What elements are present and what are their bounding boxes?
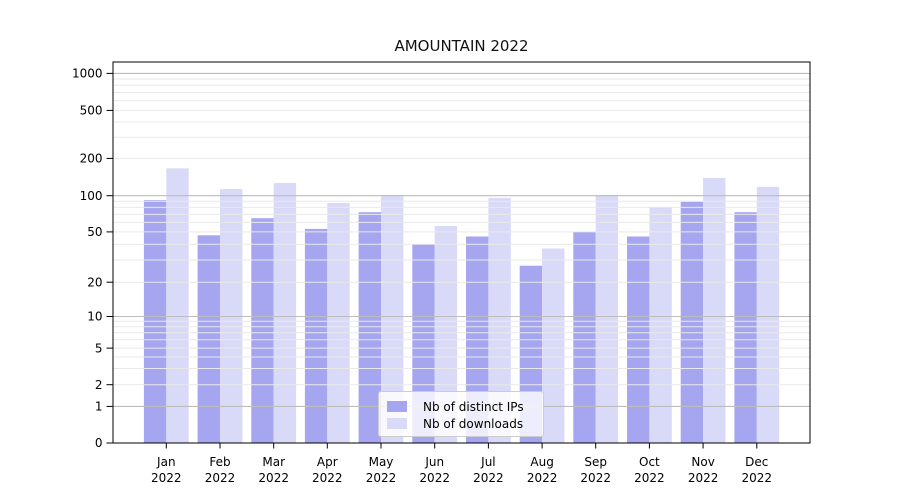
x-tick-label-year-may: 2022 — [366, 471, 397, 485]
x-tick-label-month-mar: Mar — [262, 455, 285, 469]
x-tick-label-year-aug: 2022 — [527, 471, 558, 485]
y-tick-label-1: 1 — [95, 400, 103, 414]
bar-downloads-aug — [542, 248, 565, 443]
x-tick-label-year-apr: 2022 — [312, 471, 343, 485]
bar-distinct-ips-mar — [251, 218, 274, 443]
x-tick-label-year-sep: 2022 — [580, 471, 611, 485]
x-tick-label-month-jul: Jul — [480, 455, 495, 469]
bar-downloads-jun — [434, 226, 458, 443]
y-tick-label-50: 50 — [87, 225, 102, 239]
y-tick-label-2: 2 — [95, 378, 103, 392]
legend-label-distinct-ips: Nb of distinct IPs — [423, 399, 524, 414]
bar-downloads-may — [381, 195, 404, 443]
y-tick-label-0: 0 — [95, 436, 103, 450]
x-tick-label-month-apr: Apr — [317, 455, 338, 469]
x-tick-label-year-mar: 2022 — [258, 471, 289, 485]
y-tick-label-200: 200 — [80, 152, 103, 166]
bar-downloads-jul — [488, 197, 511, 443]
bar-distinct-ips-nov — [680, 201, 704, 443]
x-tick-label-year-nov: 2022 — [688, 471, 719, 485]
y-tick-label-10: 10 — [87, 310, 102, 324]
bar-downloads-jan — [166, 168, 189, 443]
x-tick-label-year-oct: 2022 — [634, 471, 665, 485]
x-tick-label-year-feb: 2022 — [205, 471, 236, 485]
legend-swatch-distinct-ips — [387, 401, 407, 412]
x-tick-label-month-sep: Sep — [584, 455, 607, 469]
x-tick-label-month-jan: Jan — [156, 455, 176, 469]
x-tick-label-month-may: May — [369, 455, 394, 469]
y-tick-label-20: 20 — [87, 275, 102, 289]
x-tick-label-month-jun: Jun — [424, 455, 444, 469]
bar-distinct-ips-sep — [573, 231, 596, 443]
x-tick-label-month-nov: Nov — [691, 455, 714, 469]
x-tick-label-month-oct: Oct — [639, 455, 660, 469]
bar-downloads-nov — [703, 178, 726, 443]
bar-downloads-mar — [273, 182, 297, 443]
bar-downloads-dec — [756, 186, 780, 444]
bar-distinct-ips-apr — [304, 228, 328, 443]
legend-label-downloads: Nb of downloads — [423, 416, 524, 431]
x-tick-label-year-jan: 2022 — [151, 471, 182, 485]
bar-distinct-ips-dec — [734, 212, 757, 443]
bar-downloads-apr — [327, 203, 350, 443]
y-tick-label-1000: 1000 — [72, 67, 103, 81]
x-tick-label-month-aug: Aug — [530, 455, 553, 469]
bar-distinct-ips-may — [358, 212, 381, 443]
chart-title: AMOUNTAIN 2022 — [394, 37, 529, 55]
x-tick-label-month-dec: Dec — [745, 455, 768, 469]
axes-frame — [112, 61, 811, 444]
y-tick-label-5: 5 — [95, 341, 103, 355]
x-tick-label-year-jun: 2022 — [419, 471, 450, 485]
bar-downloads-sep — [595, 195, 619, 443]
x-tick-label-month-feb: Feb — [209, 455, 230, 469]
x-tick-label-year-jul: 2022 — [473, 471, 504, 485]
bar-downloads-oct — [649, 207, 672, 443]
y-tick-label-500: 500 — [80, 104, 103, 118]
legend-entry-downloads: Nb of downloads — [387, 415, 535, 432]
legend: Nb of distinct IPs Nb of downloads — [378, 391, 544, 437]
legend-entry-distinct-ips: Nb of distinct IPs — [387, 398, 535, 415]
y-tick-label-100: 100 — [80, 189, 103, 203]
x-tick-label-year-dec: 2022 — [742, 471, 773, 485]
bar-distinct-ips-feb — [197, 235, 220, 443]
legend-swatch-downloads — [387, 418, 407, 429]
